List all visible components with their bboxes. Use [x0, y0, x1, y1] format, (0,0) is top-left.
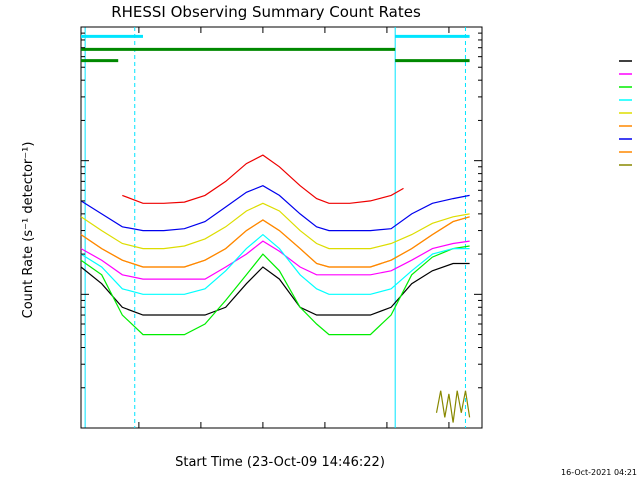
plot-area — [80, 27, 471, 428]
legend — [619, 60, 632, 166]
series-line-4 — [80, 202, 470, 250]
series-line-3 — [80, 233, 470, 295]
series-line-red — [122, 154, 404, 204]
series-line-0 — [80, 262, 470, 316]
series-line-2 — [80, 245, 470, 336]
series-line-6 — [80, 185, 470, 232]
y-axis-label: Count Rate (s⁻¹ detector⁻¹) — [21, 142, 36, 319]
series-line-5 — [80, 216, 470, 268]
plot-frame — [80, 26, 483, 429]
timestamp: 16-Oct-2021 04:21 — [561, 468, 637, 477]
chart-title: RHESSI Observing Summary Count Rates — [111, 3, 421, 21]
series-line-8 — [435, 390, 471, 423]
series-line-7 — [80, 216, 470, 268]
x-axis-label: Start Time (23-Oct-09 14:46:22) — [175, 455, 385, 470]
axes — [81, 26, 482, 429]
series-line-1 — [80, 240, 470, 280]
